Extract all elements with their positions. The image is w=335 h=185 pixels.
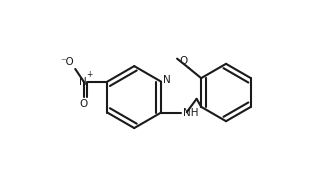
Text: ⁻O: ⁻O xyxy=(60,57,74,67)
Text: O: O xyxy=(80,99,88,109)
Text: NH: NH xyxy=(183,108,198,118)
Text: O: O xyxy=(179,56,187,66)
Text: N: N xyxy=(79,77,87,87)
Text: N: N xyxy=(163,75,171,85)
Text: +: + xyxy=(86,70,93,79)
